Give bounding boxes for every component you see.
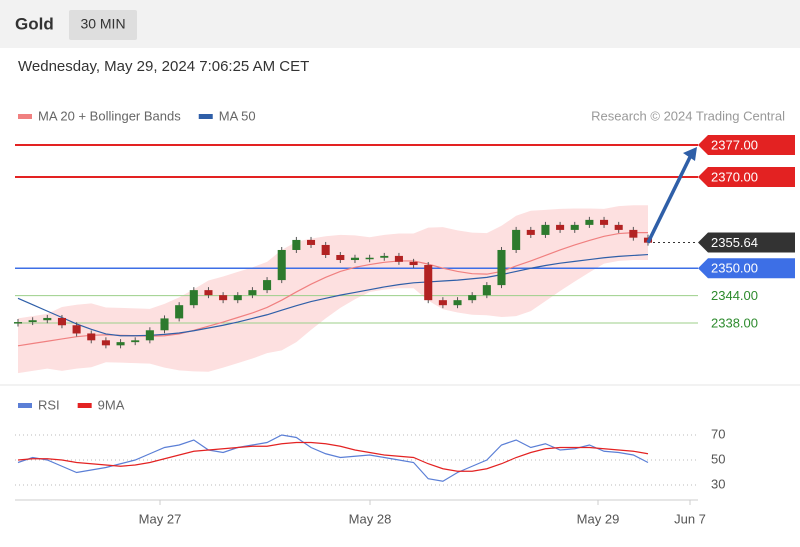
- legend-label: RSI: [38, 397, 60, 412]
- level-tag: [698, 135, 795, 156]
- candle: [438, 300, 447, 306]
- candle: [541, 224, 550, 235]
- candle: [336, 255, 345, 261]
- candle: [57, 317, 66, 326]
- legend-swatch: [198, 114, 213, 119]
- level-label: 2350.00: [711, 261, 758, 276]
- candle: [409, 261, 418, 266]
- candle: [482, 285, 491, 296]
- candle: [526, 229, 535, 235]
- legend-label: 9MA: [98, 397, 125, 412]
- candle: [263, 280, 272, 291]
- candle: [292, 239, 301, 250]
- candle: [306, 239, 316, 245]
- interval-box[interactable]: [69, 10, 137, 40]
- candle: [219, 295, 228, 301]
- candle: [570, 224, 579, 230]
- interval[interactable]: 30 MIN: [80, 16, 125, 32]
- symbol: Gold: [15, 14, 54, 33]
- level-label: 2338.00: [711, 315, 758, 330]
- level-label: 2370.00: [711, 169, 758, 184]
- candle: [72, 325, 81, 334]
- candle: [233, 295, 242, 301]
- candle: [204, 290, 213, 296]
- candle: [116, 342, 125, 346]
- legend-swatch: [18, 403, 32, 408]
- candle: [87, 333, 96, 341]
- legend-label: MA 20 + Bollinger Bands: [38, 108, 181, 123]
- candle: [585, 219, 594, 225]
- candle: [160, 318, 169, 331]
- candle: [145, 330, 154, 341]
- x-tick-label: May 29: [577, 511, 620, 526]
- candle: [189, 290, 198, 306]
- candle: [468, 295, 477, 301]
- level-tag: [698, 258, 795, 279]
- timestamp: Wednesday, May 29, 2024 7:06:25 AM CET: [18, 58, 309, 75]
- candle: [28, 320, 37, 323]
- candle: [277, 249, 286, 281]
- credit: Research © 2024 Trading Central: [591, 108, 785, 123]
- candle: [497, 249, 506, 286]
- x-tick-label: May 27: [139, 511, 182, 526]
- candle: [453, 300, 462, 306]
- level-tag: [698, 232, 795, 253]
- bollinger-band: [18, 205, 648, 374]
- candle: [175, 305, 184, 319]
- candle: [365, 257, 374, 260]
- arrow-head: [683, 147, 697, 162]
- x-tick-label: May 28: [349, 511, 392, 526]
- ma50-line: [17, 253, 649, 337]
- x-tick-label: Jun 7: [674, 511, 706, 526]
- legend-swatch: [77, 403, 92, 408]
- candle: [394, 255, 403, 262]
- rsi-line: [17, 441, 649, 472]
- level-tag: [698, 166, 795, 187]
- y-tick-label: 30: [711, 476, 725, 491]
- candle: [614, 224, 623, 230]
- candle: [13, 322, 23, 324]
- y-tick-label: 70: [711, 426, 725, 441]
- level-label: 2344.00: [711, 288, 758, 303]
- candle: [629, 229, 638, 238]
- level-label: 2355.64: [711, 235, 758, 250]
- candle: [131, 340, 140, 343]
- candle: [101, 340, 110, 346]
- candle: [556, 224, 565, 230]
- candle: [512, 229, 521, 250]
- candle: [380, 255, 389, 258]
- candle: [350, 257, 360, 261]
- projection-arrow: [646, 156, 692, 244]
- candle: [424, 265, 433, 301]
- rsi-line: [17, 434, 649, 482]
- candle: [600, 219, 609, 225]
- candle: [321, 244, 330, 255]
- level-label: 2377.00: [711, 137, 758, 152]
- y-tick-label: 50: [711, 451, 725, 466]
- candle: [43, 317, 52, 321]
- candle: [248, 290, 257, 296]
- legend-swatch: [18, 114, 32, 119]
- legend-label: MA 50: [219, 108, 256, 123]
